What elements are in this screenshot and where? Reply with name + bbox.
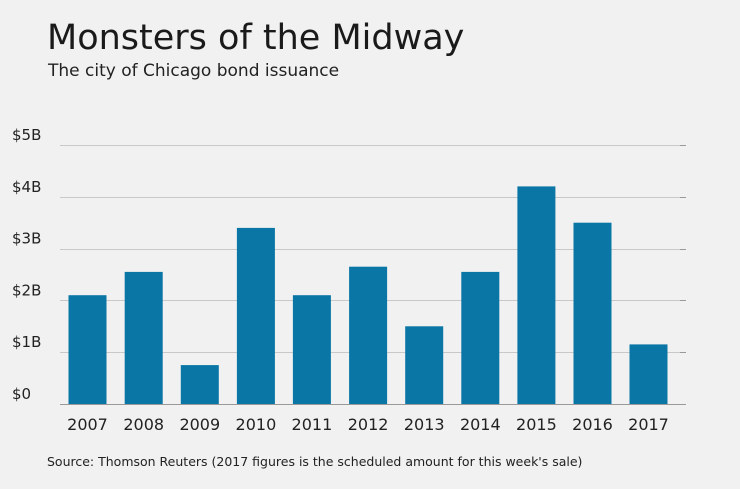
y-axis-ticks: $0 $1B $2B $3B $4B $5B	[12, 126, 41, 403]
bar-2014	[461, 271, 500, 404]
source-note: Source: Thomson Reuters (2017 figures is…	[47, 454, 583, 469]
bar-2011	[292, 295, 331, 404]
bar-2013	[405, 326, 444, 404]
bar-2016	[573, 222, 612, 404]
y-tick-label: $0	[12, 385, 31, 403]
y-tick-label: $2B	[12, 281, 41, 299]
bars	[68, 186, 668, 404]
x-tick-label: 2007	[67, 415, 108, 434]
bar-2008	[124, 271, 163, 404]
x-tick-label: 2012	[348, 415, 389, 434]
chart-subtitle: The city of Chicago bond issuance	[48, 61, 340, 81]
x-tick-label: 2013	[404, 415, 445, 434]
bar-2009	[180, 365, 219, 404]
bar-2007	[68, 295, 107, 404]
x-axis-ticks: 2007 2008 2009 2010 2011 2012 2013 2014 2015 2016…	[67, 415, 669, 434]
x-tick-label: 2009	[179, 415, 220, 434]
y-tick-label: $3B	[12, 230, 41, 248]
y-tick-label: $4B	[12, 178, 41, 196]
x-tick-label: 2015	[516, 415, 557, 434]
y-tick-label: $1B	[12, 333, 41, 351]
x-tick-label: 2016	[572, 415, 613, 434]
chart-title: Monsters of the Midway	[47, 18, 465, 58]
y-tick-label: $5B	[12, 126, 41, 144]
bar-2017	[629, 344, 668, 404]
x-tick-label: 2011	[292, 415, 333, 434]
x-tick-label: 2010	[236, 415, 277, 434]
bar-2010	[236, 227, 275, 404]
x-tick-label: 2017	[628, 415, 669, 434]
x-tick-label: 2014	[460, 415, 501, 434]
x-tick-label: 2008	[123, 415, 164, 434]
bar-2015	[517, 186, 556, 404]
bar-2012	[349, 266, 388, 404]
